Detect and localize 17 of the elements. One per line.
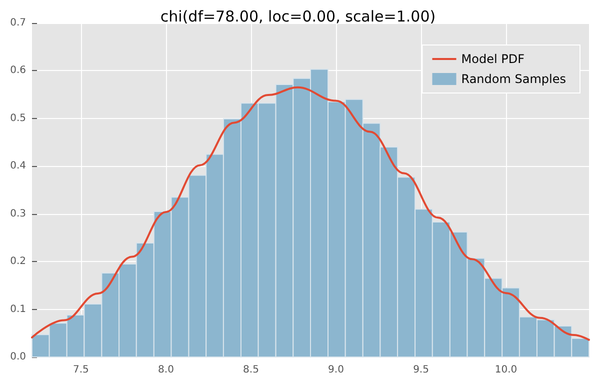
legend-label: Random Samples	[461, 72, 566, 86]
y-tick-label: 0.5	[10, 112, 26, 124]
chart-title: chi(df=78.00, loc=0.00, scale=1.00)	[160, 8, 436, 26]
x-tick-label: 8.5	[243, 364, 259, 376]
x-tick-label: 7.5	[73, 364, 89, 376]
y-tick-label: 0.6	[10, 65, 26, 76]
x-tick-label: 8.0	[158, 364, 174, 376]
x-tick-label: 9.5	[413, 364, 429, 376]
x-tick-label: 9.0	[328, 364, 344, 376]
legend-label: Model PDF	[461, 52, 525, 66]
y-tick-label: 0.7	[10, 18, 26, 28]
y-tick-label: 0.4	[10, 160, 26, 172]
y-tick-label: 0.0	[10, 352, 26, 362]
y-tick-label: 0.1	[10, 304, 26, 315]
y-tick-label: 0.3	[10, 208, 26, 220]
x-tick-label: 10.0	[494, 364, 518, 376]
y-tick-label: 0.2	[10, 256, 26, 268]
